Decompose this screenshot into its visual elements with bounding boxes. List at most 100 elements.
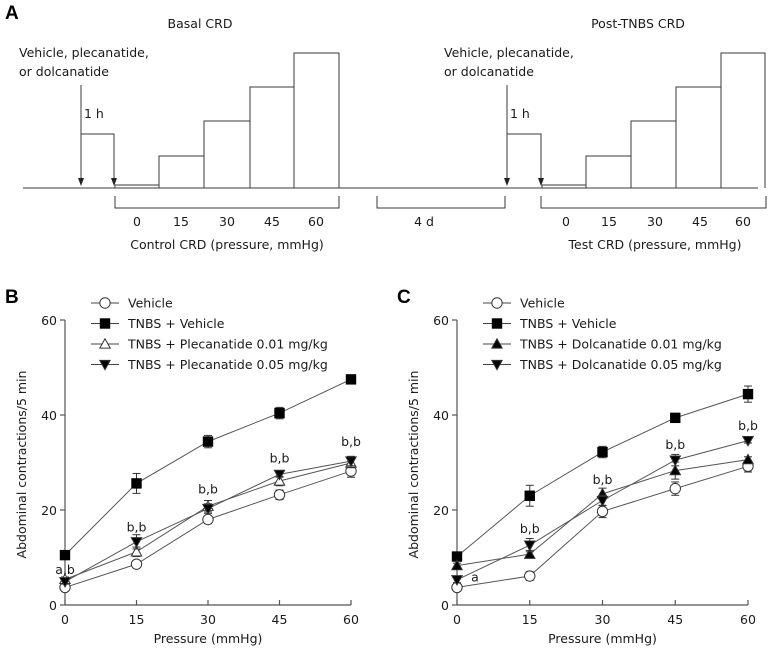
data-point [202, 436, 214, 447]
legend-label: TNBS + Vehicle [519, 316, 617, 331]
significance-label: b,b [665, 437, 685, 452]
panel-c-label: C [397, 287, 411, 308]
arrow-head-icon [78, 178, 84, 186]
gap-bracket [376, 196, 506, 209]
data-point [59, 549, 71, 561]
series-line [64, 378, 352, 556]
y-tick-label: 20 [41, 503, 57, 518]
wait-step-basal [81, 133, 115, 182]
x-tick-label: 45 [272, 612, 288, 627]
post-interval-label: 1 h [510, 106, 530, 121]
legend-marker [491, 318, 503, 329]
y-axis-label: Abdominal contractions/5 min [406, 371, 421, 559]
legend-marker [491, 297, 503, 309]
gap-label: 4 d [414, 214, 434, 229]
x-tick-label: 15 [129, 612, 145, 627]
data-point [344, 456, 358, 468]
data-point [669, 455, 682, 467]
y-tick-label: 60 [433, 313, 449, 328]
x-tick-label: 45 [667, 612, 683, 627]
arrow-head-icon [538, 178, 544, 186]
basal-drug-label-line1: Vehicle, plecanatide, [19, 45, 149, 60]
significance-label: a [471, 569, 479, 584]
data-point [273, 469, 286, 481]
data-point [741, 435, 755, 447]
data-point [670, 412, 681, 424]
significance-label: b,b [341, 434, 361, 449]
data-point [202, 513, 214, 526]
post-crd-title: Post-TNBS CRD [591, 16, 685, 31]
legend-marker [99, 318, 111, 329]
significance-label: b,b [738, 418, 758, 433]
series-tnbs-vehicle [59, 374, 357, 561]
basal-axis-label: Control CRD (pressure, mmHg) [130, 237, 324, 252]
x-tick-label: 60 [343, 612, 359, 627]
data-point [597, 446, 608, 458]
x-tick-label: 15 [522, 612, 538, 627]
legend-marker [490, 337, 504, 349]
arrow-head-icon [504, 178, 510, 186]
series-tnbs-vehicle [451, 385, 754, 562]
post-axis-label: Test CRD (pressure, mmHg) [568, 237, 742, 252]
data-point [345, 374, 357, 385]
legend-label: TNBS + Dolcanatide 0.05 mg/kg [519, 357, 722, 372]
data-point [523, 540, 536, 552]
data-point [596, 495, 609, 507]
post-pressure-15: 15 [601, 214, 617, 229]
y-tick-label: 0 [441, 598, 449, 613]
data-point [523, 547, 536, 559]
legend: Vehicle TNBS + Vehicle TNBS + Dolcanatide … [483, 296, 722, 372]
legend-label: TNBS + Plecanatide 0.01 mg/kg [127, 337, 328, 352]
data-point [669, 482, 681, 495]
wait-step-post [507, 133, 542, 182]
legend-marker [98, 359, 112, 371]
x-tick-label: 30 [200, 612, 216, 627]
x-axis-label: Pressure (mmHg) [548, 631, 657, 646]
data-point [130, 558, 143, 570]
y-tick-label: 20 [433, 503, 449, 518]
basal-pressure-staircase [114, 52, 340, 188]
post-pressure-0: 0 [562, 214, 570, 229]
significance-label: b,b [198, 481, 218, 496]
panel-b-chart: B 0 20 40 60 0 15 30 45 60 Pressure (mmHg) Abdomin… [5, 287, 361, 646]
data-point [130, 537, 143, 549]
data-point [201, 503, 215, 515]
data-point [524, 490, 535, 501]
data-point [596, 505, 609, 518]
basal-bracket [114, 196, 340, 209]
legend-marker [98, 337, 112, 349]
series-tnbs-dolcanatide-0-05-mg-kg [450, 435, 755, 587]
data-point [274, 407, 285, 419]
basal-interval-label: 1 h [84, 106, 104, 121]
post-drug-label-line2: or dolcanatide [444, 64, 534, 79]
basal-pressure-0: 0 [133, 214, 141, 229]
data-point [450, 559, 464, 571]
significance-label: b,b [520, 521, 540, 536]
significance-label: b,b [270, 451, 290, 466]
x-tick-label: 0 [61, 612, 69, 627]
legend-label: Vehicle [520, 296, 565, 311]
data-point [130, 545, 143, 557]
basal-pressure-30: 30 [219, 214, 235, 229]
x-tick-label: 60 [740, 612, 756, 627]
legend-label: TNBS + Dolcanatide 0.01 mg/kg [519, 337, 722, 352]
x-tick-label: 30 [595, 612, 611, 627]
post-bracket [540, 196, 767, 209]
data-point [451, 551, 463, 562]
post-pressure-staircase [541, 52, 766, 188]
data-point [669, 464, 682, 476]
post-pressure-45: 45 [692, 214, 708, 229]
legend-label: TNBS + Vehicle [127, 316, 225, 331]
legend-marker [99, 297, 111, 309]
data-point [131, 478, 142, 489]
data-point [273, 489, 286, 501]
y-tick-label: 40 [433, 408, 449, 423]
significance-label: a,b [55, 562, 75, 577]
y-tick-label: 60 [41, 313, 57, 328]
data-point [524, 570, 536, 582]
data-point [450, 575, 464, 587]
legend-marker [490, 359, 504, 371]
post-pressure-60: 60 [735, 214, 751, 229]
post-pressure-30: 30 [647, 214, 663, 229]
